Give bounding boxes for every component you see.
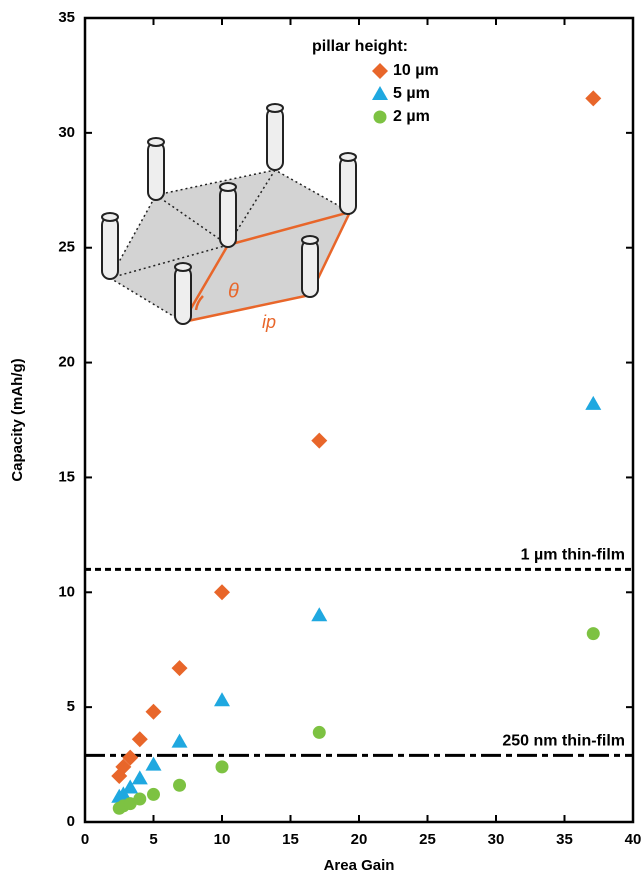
data-point [173,778,187,792]
data-point [586,627,600,641]
legend-label: 2 µm [393,108,430,125]
y-axis-label: Capacity (mAh/g) [9,358,26,481]
data-point [311,432,328,449]
data-point [122,749,139,766]
legend-label: 10 µm [393,62,439,79]
data-point [312,725,326,739]
legend-marker [372,86,388,100]
data-point [145,756,162,771]
x-tick-label: 25 [419,831,436,848]
data-point [215,760,229,774]
legend-marker [373,110,387,124]
x-tick-label: 0 [81,831,89,848]
annotation: θ [228,280,239,302]
data-point [171,733,188,748]
x-tick-label: 10 [214,831,231,848]
x-tick-label: 35 [556,831,573,848]
y-tick-label: 30 [58,124,75,141]
data-point [131,770,148,785]
pillar-illustration: θ ip [101,103,357,332]
y-tick-label: 35 [58,9,75,26]
y-tick-label: 15 [58,468,75,485]
reference-label: 1 µm thin-film [521,547,625,564]
data-point [214,584,230,601]
x-tick-label: 40 [625,831,642,848]
data-point [115,758,132,775]
reference-label: 250 nm thin-film [502,733,625,750]
data-point [585,90,602,107]
x-tick-label: 20 [351,831,368,848]
data-point [131,731,148,748]
data-point [122,779,139,794]
y-tick-label: 20 [58,354,75,371]
data-point [171,660,188,677]
x-tick-label: 30 [488,831,505,848]
y-tick-label: 10 [58,583,75,600]
x-tick-label: 5 [149,831,157,848]
legend-marker [372,63,388,79]
x-axis-label: Area Gain [324,857,395,874]
legend-title: pillar height: [312,38,408,55]
data-point [133,792,147,806]
data-point [145,703,162,720]
data-point [147,787,160,801]
data-point [214,692,230,707]
data-point [585,395,602,410]
data-point [311,607,328,622]
y-tick-label: 25 [58,239,75,256]
x-tick-label: 15 [282,831,299,848]
plot-frame [83,16,635,824]
y-tick-label: 5 [67,698,75,715]
legend-label: 5 µm [393,85,430,102]
annotation: ip [262,312,276,332]
y-tick-label: 0 [67,813,75,830]
